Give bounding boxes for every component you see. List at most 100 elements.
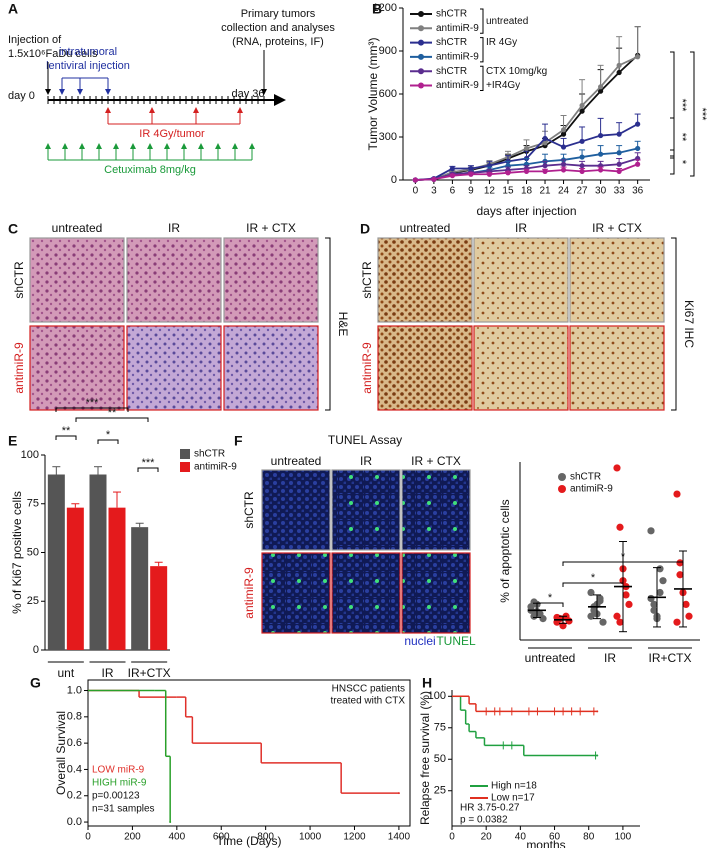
panel-label: H [422, 675, 432, 691]
point [523, 145, 530, 152]
point [431, 176, 437, 182]
schema-text: IR 4Gy/tumor [139, 128, 205, 140]
panel-title: TUNEL Assay [328, 433, 402, 447]
significance: *** [86, 397, 100, 409]
x-tick-label: 600 [213, 832, 230, 843]
survival-end [169, 821, 172, 824]
point [647, 594, 655, 603]
micrograph [223, 237, 319, 323]
stain-label: nuclei [404, 634, 435, 648]
significance: *** [696, 108, 708, 122]
x-tick-label: 1000 [299, 832, 322, 843]
significance: * [548, 592, 553, 604]
legend-label: shCTR [570, 472, 601, 483]
point [542, 168, 548, 174]
point [598, 167, 604, 173]
schema-text: collection and analyses [221, 22, 335, 34]
point [523, 168, 530, 174]
point [542, 140, 548, 146]
stat: HR 3.75-0.27 [460, 803, 520, 814]
point [560, 167, 567, 173]
legend-marker [418, 25, 424, 32]
y-tick-label: 0.6 [67, 737, 82, 749]
schema: Injection of 1.5x10⁶FaDu cells day 0 int… [8, 8, 335, 176]
point [486, 171, 493, 177]
legend-bracket [480, 8, 484, 34]
point [613, 464, 621, 472]
y-tick-label: 25 [434, 785, 446, 797]
column-label: IR + CTX [411, 454, 461, 468]
y-axis-label: % of Ki67 positive cells [10, 491, 24, 614]
point [616, 618, 624, 626]
sig-bracket [562, 561, 684, 566]
point [616, 69, 622, 76]
point [673, 490, 681, 498]
legend-swatch [180, 449, 190, 459]
legend-group: untreated [486, 16, 528, 27]
sig-bracket [670, 149, 675, 175]
x-tick-label: 6 [450, 186, 456, 197]
legend-label: antimiR-9 [436, 23, 479, 34]
legend-label: antimiR-9 [436, 80, 479, 91]
legend-group: CTX 10mg/kg [486, 66, 547, 77]
stain-bracket [671, 237, 677, 411]
point [579, 163, 585, 169]
micrograph [401, 469, 471, 551]
sig-bracket [562, 582, 624, 587]
point [449, 173, 455, 179]
legend-label: shCTR [194, 449, 225, 460]
significance: ** [108, 407, 117, 419]
x-tick-label: 80 [583, 832, 595, 843]
legend-marker [418, 39, 424, 46]
y-tick-label: 600 [379, 88, 397, 100]
significance: * [106, 429, 111, 441]
bar [47, 474, 65, 650]
point [616, 131, 622, 137]
point [650, 606, 658, 614]
legend-marker [418, 11, 424, 17]
y-tick-label: 300 [379, 131, 397, 143]
schema-text: Cetuximab 8mg/kg [104, 164, 196, 176]
bar [150, 566, 168, 650]
legend-label: shCTR [436, 9, 467, 20]
legend-label: antimiR-9 [436, 52, 479, 63]
micrograph [473, 237, 569, 323]
micrograph [29, 237, 125, 323]
micrograph [29, 325, 125, 411]
point [673, 618, 681, 626]
x-tick-label: 40 [515, 832, 527, 843]
x-axis-label: days after injection [476, 204, 576, 218]
point [596, 597, 604, 605]
sig-bracket [75, 417, 149, 422]
y-axis-label: Overall Survival [54, 711, 68, 795]
panel-label: G [30, 675, 41, 691]
schema-text: day 0 [8, 90, 35, 102]
x-tick-label: 20 [481, 832, 493, 843]
schema-text: lentiviral injection [46, 60, 130, 72]
y-tick-label: 100 [21, 449, 39, 461]
y-axis-label: Relapse free survival (%) [418, 691, 432, 825]
point [412, 177, 418, 183]
micrograph [473, 325, 569, 411]
micrograph [569, 325, 665, 411]
stain-label: Ki67 IHC [682, 300, 696, 348]
legend-label: LOW miR-9 [92, 765, 145, 776]
schema-text: day 36 [231, 88, 264, 100]
x-tick-label: 100 [615, 832, 632, 843]
point [530, 598, 538, 606]
point [622, 591, 630, 599]
significance: ** [676, 133, 688, 142]
column-label: untreated [52, 221, 103, 235]
x-tick-label: 36 [632, 186, 644, 197]
plot-frame [87, 679, 411, 827]
point [656, 565, 664, 573]
stat: p = 0.0382 [460, 815, 508, 826]
x-tick-label: 33 [614, 186, 626, 197]
survival-end [397, 792, 400, 795]
annotation: treated with CTX [331, 696, 406, 707]
x-tick-label: 21 [539, 186, 551, 197]
micrograph [569, 237, 665, 323]
x-tick-label: 800 [257, 832, 274, 843]
significance: * [591, 572, 596, 584]
x-tick-label: 12 [484, 186, 496, 197]
